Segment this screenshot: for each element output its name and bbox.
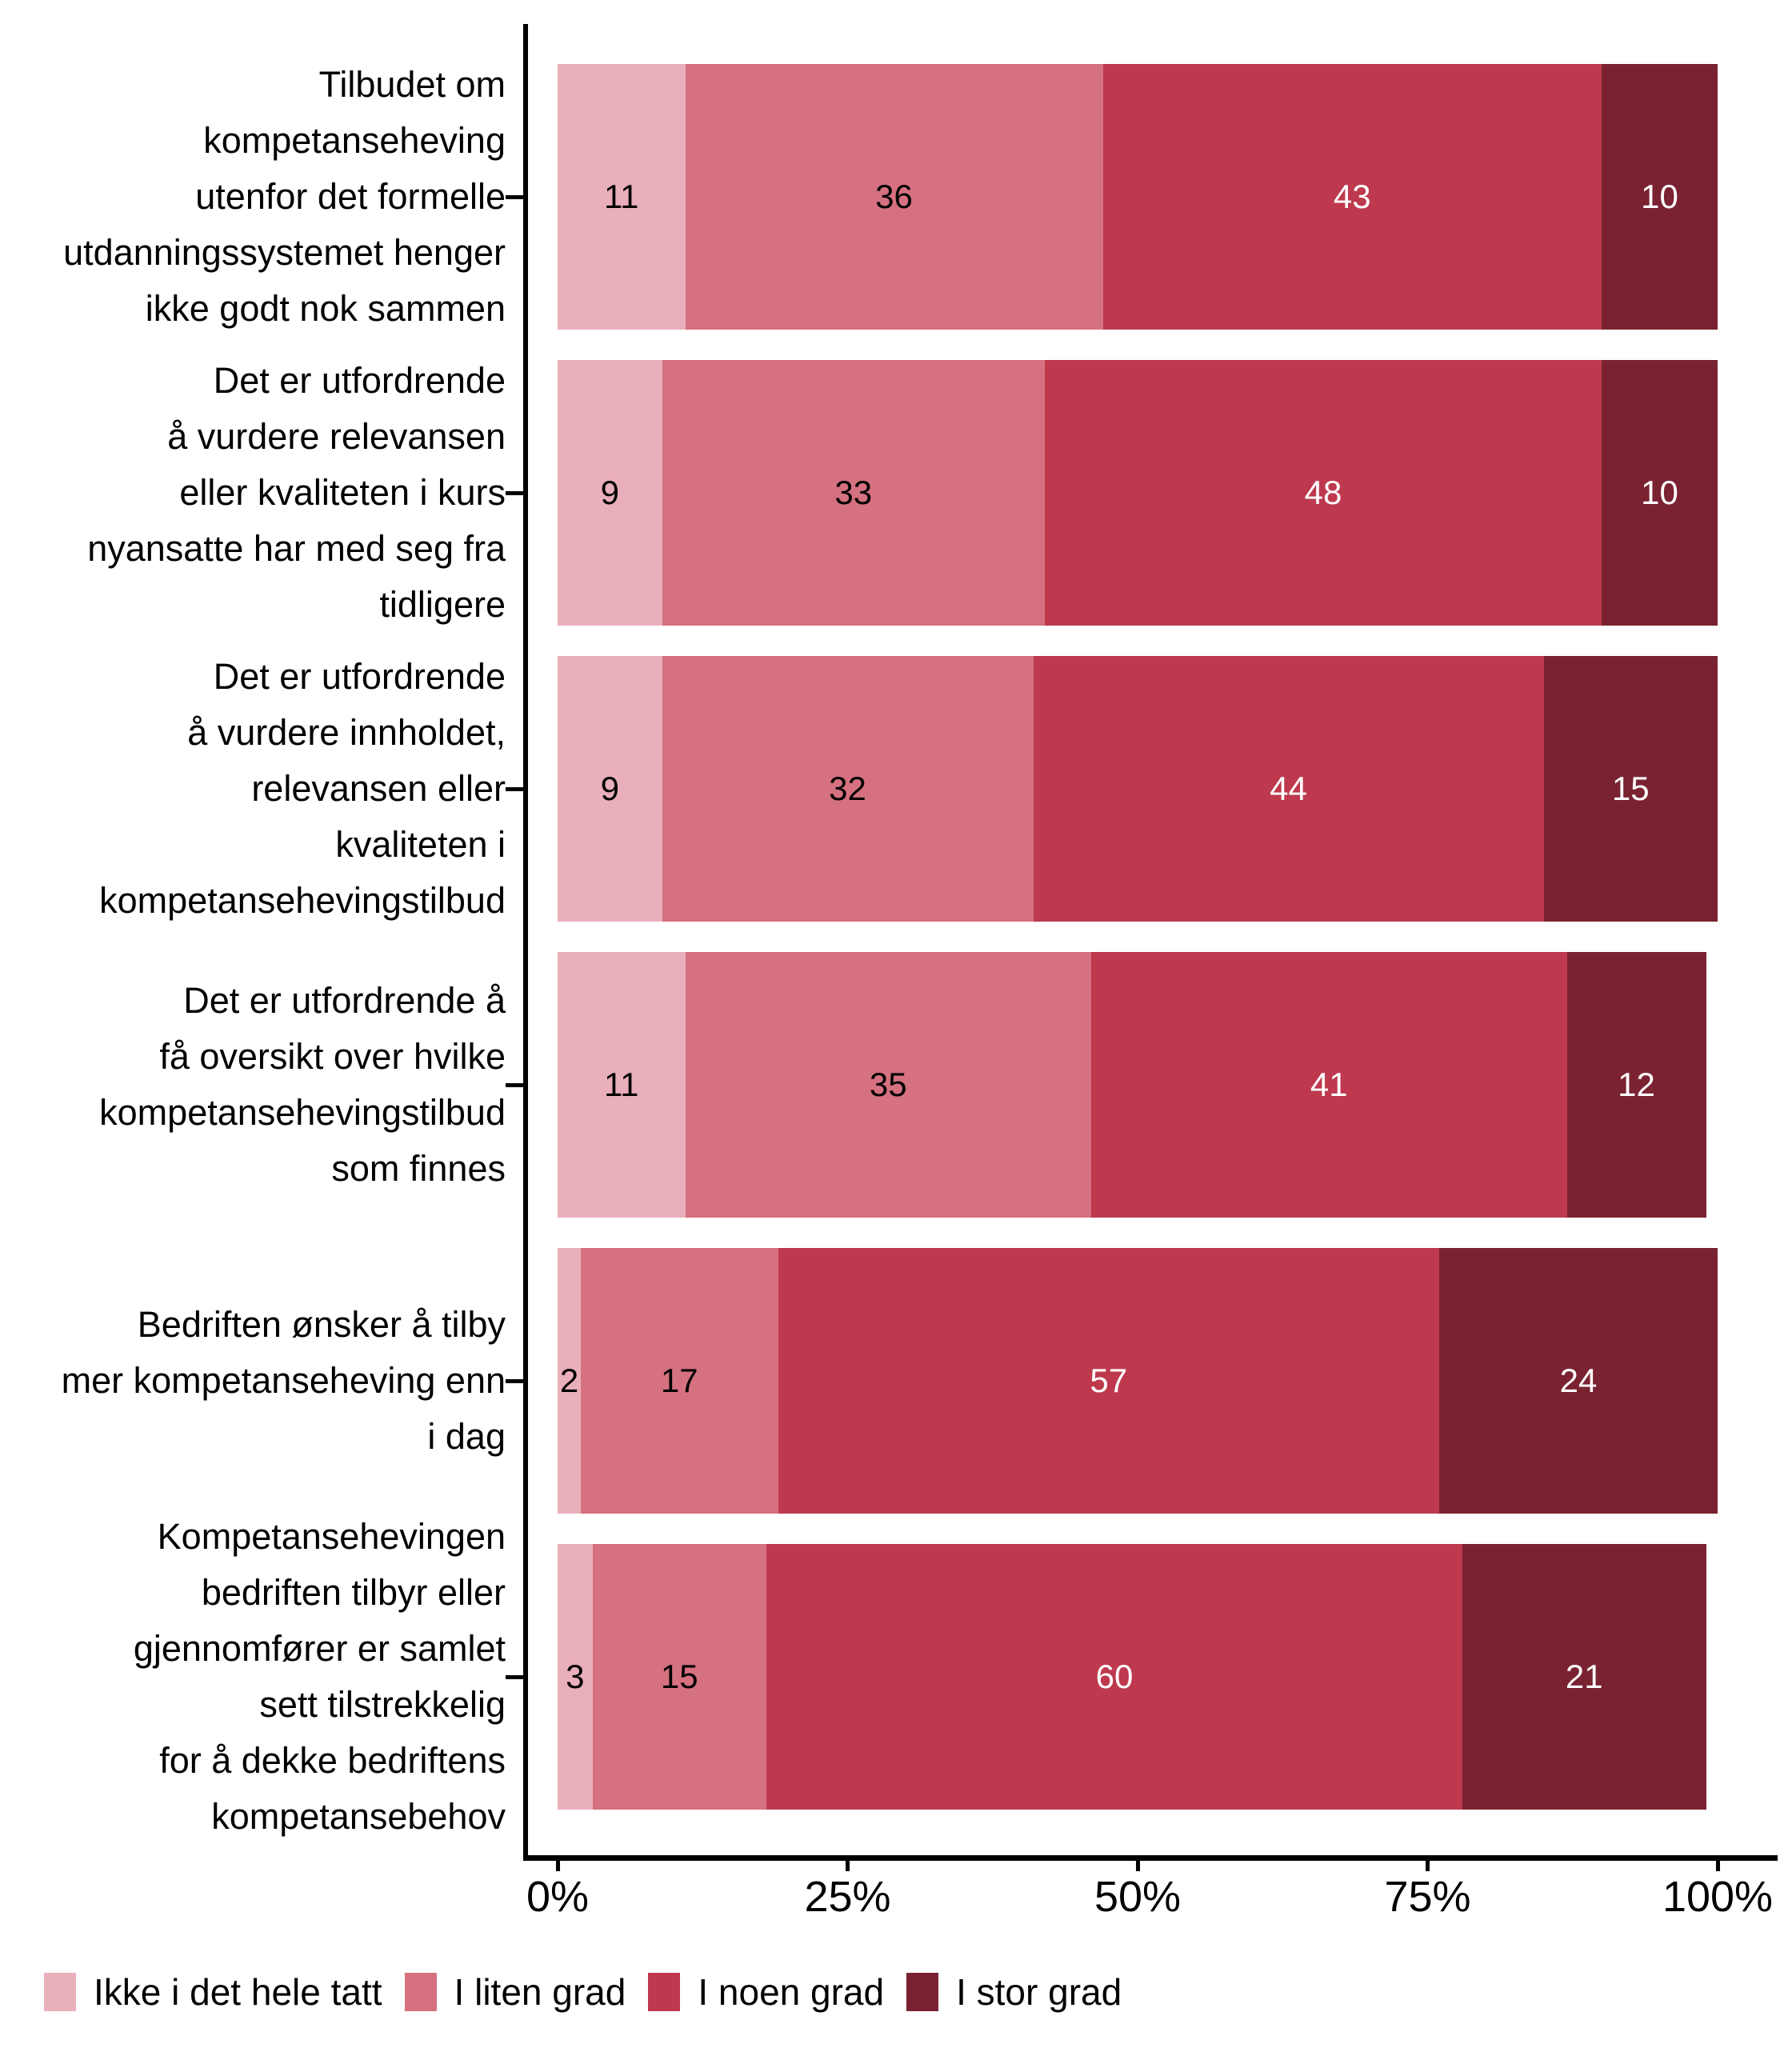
y-axis-line	[523, 24, 528, 1861]
bar-value-label: 2	[559, 1362, 579, 1399]
bar-value-label: 12	[1618, 1066, 1655, 1103]
bar-value-label: 21	[1565, 1658, 1603, 1695]
bar-segment: 35	[685, 952, 1091, 1218]
bar-value-label: 10	[1641, 178, 1678, 215]
x-axis-tick-label: 100%	[1662, 1873, 1774, 1921]
bar-value-label: 10	[1641, 474, 1678, 511]
legend-swatch	[906, 1973, 939, 2011]
bar-value-label: 11	[603, 1066, 639, 1103]
y-axis-tick	[506, 1675, 523, 1679]
legend-label: I noen grad	[698, 1971, 885, 2013]
bar-segment: 44	[1033, 656, 1544, 922]
x-axis-tick	[555, 1861, 560, 1871]
bar-segment: 41	[1091, 952, 1567, 1218]
bar-segment: 9	[558, 656, 662, 922]
bar-segment: 36	[685, 64, 1103, 330]
bar-value-label: 60	[1095, 1658, 1134, 1695]
y-axis-tick	[506, 195, 523, 199]
y-axis-tick	[506, 1379, 523, 1383]
x-axis-line	[523, 1855, 1778, 1861]
legend-item: I noen grad	[648, 1970, 884, 2014]
bar-value-label: 44	[1270, 770, 1307, 807]
bar-value-label: 35	[869, 1066, 907, 1103]
category-label: Kompetansehevingen bedriften tilbyr elle…	[133, 1516, 506, 1837]
bar-row: Det er utfordrende å vurdere relevansen …	[0, 360, 1792, 626]
bar-value-label: 11	[603, 178, 639, 215]
bar-segment: 48	[1045, 360, 1602, 626]
legend-swatch	[44, 1973, 76, 2011]
bar-segment: 24	[1439, 1248, 1718, 1514]
bar-row: Det er utfordrende å få oversikt over hv…	[0, 952, 1792, 1218]
legend-item: I stor grad	[906, 1970, 1122, 2014]
bar-segment: 33	[662, 360, 1045, 626]
bar-segment: 60	[766, 1544, 1462, 1810]
bar-segment: 9	[558, 360, 662, 626]
y-axis-tick	[506, 1083, 523, 1087]
bar-segment: 3	[558, 1544, 593, 1810]
bar-value-label: 15	[660, 1658, 698, 1695]
bar-value-label: 33	[834, 474, 873, 511]
bar-segment: 2	[558, 1248, 581, 1514]
bar-segment: 12	[1566, 952, 1706, 1218]
bar-value-label: 32	[829, 770, 866, 807]
bar-value-label: 24	[1559, 1362, 1598, 1399]
legend-item: I liten grad	[404, 1970, 626, 2014]
bar-value-label: 57	[1090, 1362, 1128, 1399]
category-label: Tilbudet om kompetanseheving utenfor det…	[63, 64, 506, 329]
bar-row: Bedriften ønsker å tilby mer kompetanseh…	[0, 1248, 1792, 1514]
bar-value-label: 9	[600, 770, 619, 807]
x-axis-tick-label: 50%	[1094, 1873, 1182, 1921]
legend-item: Ikke i det hele tatt	[44, 1970, 382, 2014]
x-axis-tick-label: 25%	[804, 1873, 891, 1921]
bar-row: Kompetansehevingen bedriften tilbyr elle…	[0, 1516, 1792, 1837]
x-axis-tick	[846, 1861, 850, 1871]
bar-row: Det er utfordrende å vurdere innholdet, …	[0, 656, 1792, 922]
bar-row: Tilbudet om kompetanseheving utenfor det…	[0, 64, 1792, 330]
bar-value-label: 3	[566, 1658, 585, 1695]
y-axis-tick	[506, 787, 523, 791]
bar-segment: 15	[592, 1544, 766, 1810]
category-label: Det er utfordrende å vurdere innholdet, …	[99, 656, 506, 921]
x-axis-tick-label: 0%	[526, 1873, 590, 1921]
bar-segment: 11	[558, 64, 686, 330]
bar-segment: 10	[1602, 360, 1718, 626]
bar-value-label: 43	[1333, 178, 1371, 215]
y-axis-tick	[506, 491, 523, 495]
bar-segment: 17	[581, 1248, 778, 1514]
legend-swatch	[404, 1973, 437, 2011]
legend-label: I stor grad	[956, 1971, 1122, 2013]
bar-value-label: 17	[660, 1362, 698, 1399]
bar-value-label: 9	[600, 474, 619, 511]
bar-value-label: 15	[1611, 770, 1650, 807]
legend: Ikke i det hele tatt I liten grad I noen g…	[44, 1970, 1144, 2014]
x-axis-tick	[1135, 1861, 1140, 1871]
bar-value-label: 41	[1310, 1066, 1348, 1103]
bar-segment: 32	[662, 656, 1034, 922]
category-label: Det er utfordrende å vurdere relevansen …	[87, 360, 506, 625]
bar-segment: 57	[778, 1248, 1439, 1514]
bar-segment: 43	[1102, 64, 1602, 330]
legend-label: Ikke i det hele tatt	[94, 1971, 382, 2013]
bar-segment: 11	[558, 952, 686, 1218]
legend-swatch	[648, 1973, 681, 2011]
x-axis-tick-label: 75%	[1384, 1873, 1471, 1921]
x-axis-tick	[1426, 1861, 1430, 1871]
category-label: Det er utfordrende å få oversikt over hv…	[99, 980, 506, 1189]
bar-segment: 10	[1602, 64, 1718, 330]
bar-value-label: 36	[875, 178, 913, 215]
bar-segment: 15	[1543, 656, 1718, 922]
x-axis-tick	[1715, 1861, 1720, 1871]
bar-segment: 21	[1462, 1544, 1706, 1810]
bar-value-label: 48	[1304, 474, 1342, 511]
category-label: Bedriften ønsker å tilby mer kompetanseh…	[61, 1304, 506, 1457]
legend-label: I liten grad	[454, 1971, 626, 2013]
